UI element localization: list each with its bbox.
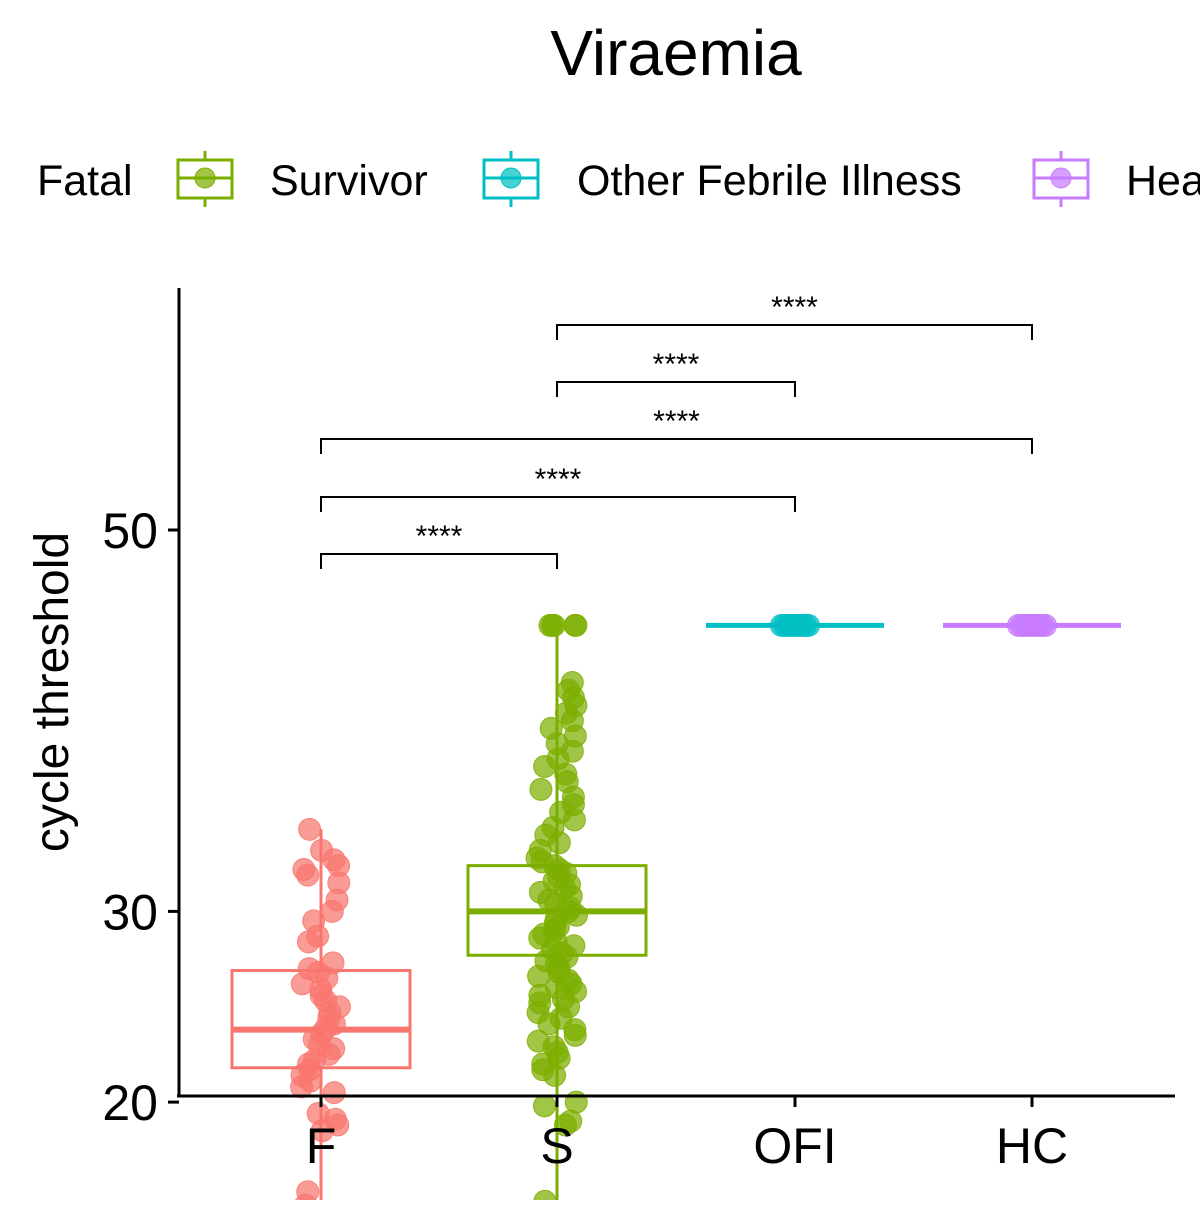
points-hc — [1007, 613, 1057, 637]
y-tick-label: 30 — [102, 884, 158, 940]
data-point — [564, 613, 588, 637]
chart-title: Viraemia — [550, 17, 802, 89]
legend-label: Hea — [1126, 157, 1200, 205]
data-point — [310, 1119, 334, 1143]
comparison-bracket: **** — [556, 291, 1033, 340]
data-point — [296, 863, 320, 887]
comparison-bracket: **** — [320, 463, 796, 512]
x-tick-label: S — [540, 1118, 573, 1174]
points-f — [290, 817, 351, 1205]
legend-label: Other Febrile Illness — [577, 157, 962, 205]
data-point — [564, 1090, 588, 1114]
significance-label: **** — [653, 405, 700, 438]
comparison-bracket: **** — [556, 348, 796, 397]
x-tick-label: OFI — [753, 1118, 836, 1174]
data-point — [298, 817, 322, 841]
x-tick-label: F — [306, 1118, 337, 1174]
point-layer — [290, 613, 1057, 1205]
bracket-line — [556, 324, 1033, 340]
data-point — [537, 1012, 561, 1036]
bracket-line — [556, 381, 796, 397]
box-layer — [230, 622, 1121, 1205]
legend: Fatal Survivor Other Febrile Illness Hea — [37, 151, 1200, 207]
bracket-line — [320, 553, 558, 569]
legend-key — [176, 151, 234, 207]
x-ticks: F S OFI HC — [306, 1096, 1068, 1174]
points-s — [525, 613, 588, 1205]
y-axis-label: cycle threshold — [26, 532, 79, 852]
comparison-bracket: **** — [320, 405, 1033, 454]
significance-label: **** — [771, 291, 818, 324]
legend-key — [482, 151, 540, 207]
y-tick-label: 50 — [102, 503, 158, 559]
data-point — [322, 1081, 346, 1105]
data-point — [320, 899, 344, 923]
data-point — [532, 1094, 556, 1118]
data-point — [553, 1113, 577, 1137]
y-tick-label: 20 — [102, 1075, 158, 1131]
bracket-line — [320, 496, 796, 512]
legend-key — [1032, 151, 1090, 207]
data-point — [533, 1189, 557, 1205]
significance-brackets: **** **** **** **** **** — [320, 291, 1033, 569]
significance-label: **** — [416, 520, 463, 553]
data-point — [563, 1023, 587, 1047]
data-point — [797, 613, 820, 637]
data-point — [533, 754, 557, 778]
data-point — [296, 930, 320, 954]
data-point — [562, 808, 586, 832]
legend-label: Fatal — [37, 157, 133, 205]
legend-label: Survivor — [270, 157, 428, 205]
comparison-bracket: **** — [320, 520, 558, 569]
points-ofi — [770, 613, 820, 637]
data-point — [538, 613, 562, 637]
data-point — [543, 1063, 567, 1087]
bracket-line — [320, 438, 1033, 454]
data-point — [529, 777, 553, 801]
axes: 20 30 50 F S OFI HC — [102, 288, 1175, 1174]
data-point — [290, 1075, 314, 1099]
x-tick-label: HC — [996, 1118, 1068, 1174]
y-ticks: 20 30 50 — [102, 503, 179, 1131]
significance-label: **** — [535, 463, 582, 496]
plot-area: **** **** **** **** **** — [230, 291, 1121, 1205]
data-point — [1034, 613, 1057, 637]
significance-label: **** — [653, 348, 700, 381]
